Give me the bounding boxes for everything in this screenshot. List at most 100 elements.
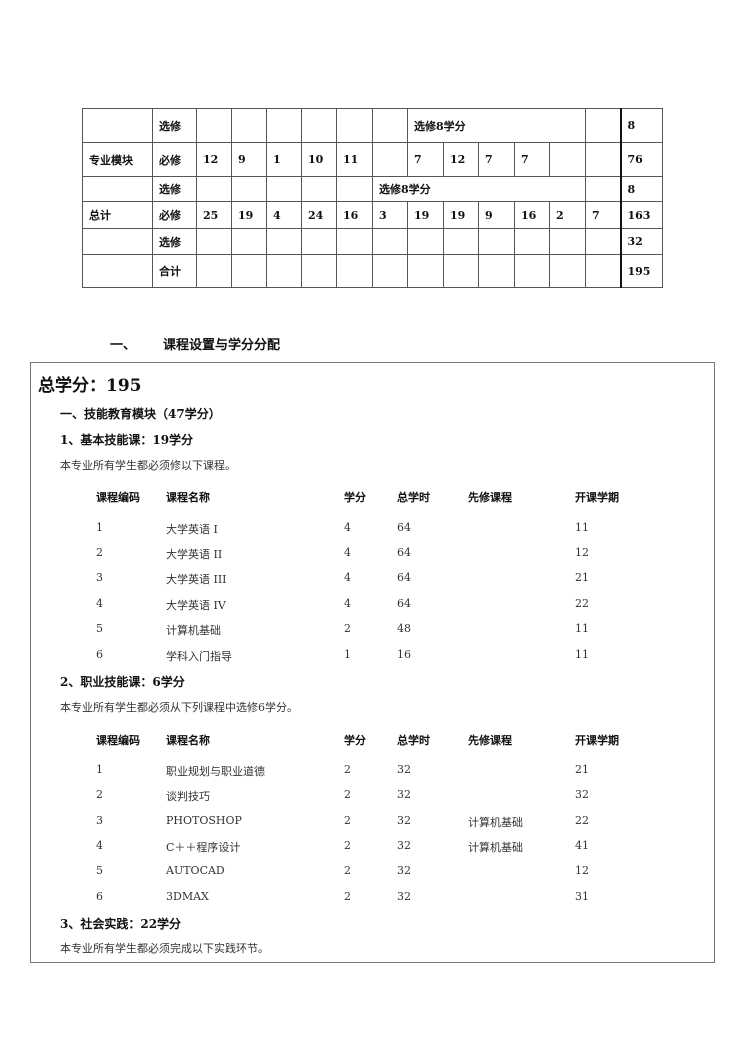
course-cell: 16 bbox=[397, 648, 411, 661]
column-header: 开课学期 bbox=[575, 734, 619, 747]
column-header: 课程名称 bbox=[166, 734, 210, 747]
semester-cell bbox=[585, 228, 621, 255]
course-cell: 计算机基础 bbox=[468, 841, 523, 854]
semester-cell bbox=[196, 254, 232, 288]
practice-title: 3、社会实践：22学分 bbox=[60, 917, 182, 931]
semester-cell bbox=[196, 228, 232, 255]
course-cell: 11 bbox=[575, 622, 589, 635]
elective-span-cell: 选修8学分 bbox=[407, 108, 586, 143]
total-credits: 总学分：195 bbox=[38, 376, 142, 396]
semester-cell: 9 bbox=[478, 201, 515, 229]
course-cell: PHOTOSHOP bbox=[166, 814, 242, 827]
course-cell: 1 bbox=[96, 521, 103, 534]
course-cell: 2 bbox=[344, 788, 351, 801]
module-cell bbox=[82, 254, 153, 288]
course-cell: 5 bbox=[96, 864, 103, 877]
module-cell bbox=[82, 176, 153, 202]
module-cell: 总计 bbox=[82, 201, 153, 229]
type-cell: 必修 bbox=[152, 142, 197, 177]
column-header: 总学时 bbox=[397, 734, 430, 747]
course-cell: 2 bbox=[344, 763, 351, 776]
course-cell: 4 bbox=[344, 546, 351, 559]
semester-cell: 25 bbox=[196, 201, 232, 229]
semester-cell bbox=[301, 228, 337, 255]
course-cell: 1 bbox=[344, 648, 351, 661]
semester-cell: 7 bbox=[478, 142, 515, 177]
course-cell: 3 bbox=[96, 571, 103, 584]
course-cell: 5 bbox=[96, 622, 103, 635]
semester-cell: 19 bbox=[407, 201, 444, 229]
basic-note: 本专业所有学生都必须修以下课程。 bbox=[60, 459, 236, 472]
course-cell: 12 bbox=[575, 546, 589, 559]
course-cell: 大学英语 II bbox=[166, 548, 223, 561]
total-cell: 195 bbox=[619, 254, 663, 288]
semester-cell bbox=[478, 254, 515, 288]
course-cell: 11 bbox=[575, 648, 589, 661]
course-cell: 64 bbox=[397, 521, 411, 534]
course-cell: 2 bbox=[344, 814, 351, 827]
table-row: 专业模块 必修 12 9 1 10 11 7 12 7 7 76 bbox=[82, 142, 663, 177]
semester-cell bbox=[301, 176, 337, 202]
course-cell: 22 bbox=[575, 597, 589, 610]
course-cell: 22 bbox=[575, 814, 589, 827]
table-row: 选修 选修8学分 8 bbox=[82, 176, 663, 202]
semester-cell bbox=[585, 142, 621, 177]
semester-cell bbox=[549, 142, 586, 177]
semester-cell: 7 bbox=[514, 142, 550, 177]
semester-cell: 1 bbox=[266, 142, 302, 177]
course-cell: 32 bbox=[575, 788, 589, 801]
course-cell: 学科入门指导 bbox=[166, 650, 232, 663]
column-header: 总学时 bbox=[397, 491, 430, 504]
module-cell: 专业模块 bbox=[82, 142, 153, 177]
semester-cell: 7 bbox=[585, 201, 621, 229]
course-cell: 11 bbox=[575, 521, 589, 534]
course-cell: 48 bbox=[397, 622, 411, 635]
course-cell: 64 bbox=[397, 571, 411, 584]
course-cell: 2 bbox=[96, 546, 103, 559]
semester-cell bbox=[266, 176, 302, 202]
semester-cell bbox=[514, 228, 550, 255]
section-number: 一、 bbox=[110, 338, 137, 353]
semester-cell bbox=[266, 228, 302, 255]
semester-cell bbox=[336, 108, 373, 143]
course-cell: 2 bbox=[96, 788, 103, 801]
semester-cell: 12 bbox=[196, 142, 232, 177]
course-cell: 32 bbox=[397, 839, 411, 852]
semester-cell: 4 bbox=[266, 201, 302, 229]
semester-cell: 16 bbox=[514, 201, 550, 229]
credit-summary-table: 选修 选修8学分 8 专业模块 必修 12 9 1 10 11 7 12 7 7 76 选修 选修8学分 8 总计必… bbox=[82, 108, 663, 288]
total-cell: 8 bbox=[619, 176, 663, 202]
course-cell: 2 bbox=[344, 839, 351, 852]
semester-cell bbox=[549, 228, 586, 255]
semester-cell bbox=[336, 176, 373, 202]
semester-cell bbox=[196, 176, 232, 202]
semester-cell bbox=[231, 254, 267, 288]
course-cell: 4 bbox=[96, 839, 103, 852]
column-header: 课程编码 bbox=[96, 491, 140, 504]
table-row: 选修 选修8学分 8 bbox=[82, 108, 663, 143]
semester-cell bbox=[443, 254, 479, 288]
type-cell: 选修 bbox=[152, 108, 197, 143]
semester-cell bbox=[336, 228, 373, 255]
course-cell: 32 bbox=[397, 890, 411, 903]
course-cell: 21 bbox=[575, 571, 589, 584]
semester-cell: 3 bbox=[372, 201, 408, 229]
type-cell: 必修 bbox=[152, 201, 197, 229]
course-cell: 64 bbox=[397, 546, 411, 559]
semester-cell: 16 bbox=[336, 201, 373, 229]
professional-title: 2、职业技能课：6学分 bbox=[60, 675, 185, 689]
course-cell: 41 bbox=[575, 839, 589, 852]
table-row: 合计 195 bbox=[82, 254, 663, 288]
course-cell: 4 bbox=[344, 521, 351, 534]
semester-cell bbox=[585, 108, 621, 143]
professional-note: 本专业所有学生都必须从下列课程中选修6学分。 bbox=[60, 701, 298, 714]
semester-cell bbox=[585, 254, 621, 288]
semester-cell: 9 bbox=[231, 142, 267, 177]
course-cell: 4 bbox=[344, 597, 351, 610]
semester-cell bbox=[372, 108, 408, 143]
column-header: 学分 bbox=[344, 734, 366, 747]
semester-cell: 24 bbox=[301, 201, 337, 229]
basic-title: 1、基本技能课：19学分 bbox=[60, 433, 194, 447]
total-cell: 8 bbox=[619, 108, 663, 143]
course-cell: 1 bbox=[96, 763, 103, 776]
